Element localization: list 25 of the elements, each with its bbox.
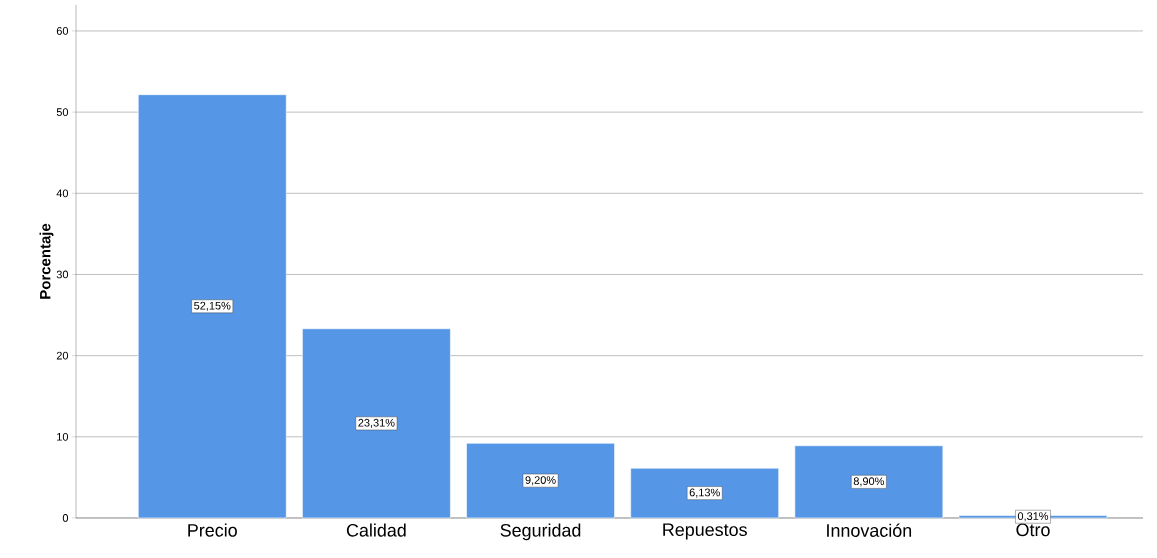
y-tick-label: 20	[56, 351, 69, 360]
data-label: 0,31%	[1017, 512, 1049, 522]
x-tick-label: Otro	[1016, 523, 1050, 537]
data-label: 52,15%	[194, 301, 231, 311]
y-tick-label: 30	[56, 270, 69, 279]
data-label: 8,90%	[853, 477, 884, 487]
x-tick-label: Innovación	[827, 523, 912, 537]
bar	[794, 445, 944, 519]
y-tick-label: 60	[56, 27, 69, 35]
bar	[630, 467, 779, 519]
x-tick-label: Repuestos	[663, 523, 747, 540]
bar	[302, 328, 451, 519]
y-tick-label: 0	[62, 514, 69, 522]
x-tick-label: Precio	[188, 523, 237, 537]
y-tick-label: 50	[56, 108, 69, 117]
data-label: 9,20%	[525, 476, 556, 486]
data-label: 6,13%	[689, 488, 720, 498]
x-tick-label: Seguridad	[500, 523, 581, 541]
data-label: 23,31%	[358, 418, 395, 428]
x-tick-label: Calidad	[346, 523, 406, 537]
y-tick-label: 40	[56, 189, 69, 198]
bar	[137, 94, 287, 519]
y-tick-label: 10	[57, 432, 69, 441]
bar	[466, 443, 615, 519]
y-axis-title: Porcentaje	[39, 223, 54, 299]
